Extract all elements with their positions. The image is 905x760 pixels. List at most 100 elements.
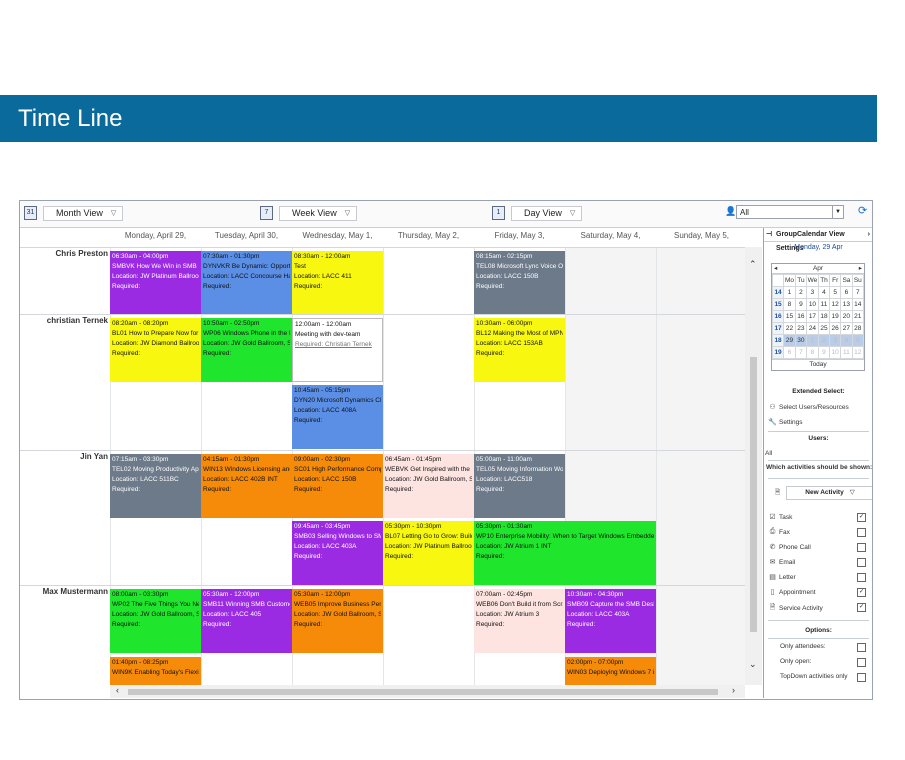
day-cell[interactable]: 5: [829, 286, 842, 299]
event-block[interactable]: 07:00am - 02:45pm WEB06 Don't Build it fr…: [474, 589, 565, 653]
today-button[interactable]: Today: [772, 359, 864, 370]
scroll-down-icon[interactable]: ⌄: [749, 659, 757, 669]
day-cell[interactable]: 11: [840, 346, 853, 359]
week-number[interactable]: 17: [771, 322, 785, 335]
checkbox-phone-call[interactable]: [857, 543, 866, 552]
checkbox-service-activity[interactable]: ✓: [857, 603, 866, 612]
week-number[interactable]: 15: [771, 298, 785, 311]
day-cell-selected[interactable]: 30: [794, 334, 807, 347]
checkbox-fax[interactable]: [857, 528, 866, 537]
day-column-weekend[interactable]: [656, 247, 746, 685]
day-cell-selected[interactable]: 1: [805, 334, 819, 347]
day-cell[interactable]: 21: [851, 310, 865, 323]
checkbox-task[interactable]: ✓: [857, 513, 866, 522]
event-block[interactable]: 05:30am - 12:00pm WEB05 Improve Business …: [292, 589, 383, 653]
day-cell[interactable]: 12: [829, 298, 842, 311]
activity-row-letter[interactable]: ▤ Letter: [768, 573, 795, 582]
event-block[interactable]: 10:30am - 04:30pm SMB09 Capture the SMB D…: [565, 589, 656, 653]
day-cell[interactable]: 6: [783, 346, 796, 359]
day-cell-selected[interactable]: 4: [840, 334, 853, 347]
day-cell[interactable]: 25: [817, 322, 831, 335]
day-cell[interactable]: 19: [829, 310, 842, 323]
select-users-link[interactable]: ⚇ Select Users/Resources: [768, 403, 848, 412]
event-block[interactable]: 10:45am - 05:15pm DYN20 Microsoft Dynamic…: [292, 385, 383, 449]
activity-row-service-activity[interactable]: 🗎 Service Activity: [768, 603, 823, 614]
day-cell[interactable]: 20: [840, 310, 853, 323]
chevron-right-icon[interactable]: ›: [867, 231, 870, 238]
week-number[interactable]: 19: [771, 346, 785, 359]
new-activity-button[interactable]: 🗎 New Activity ▽: [775, 486, 872, 500]
event-block[interactable]: 12:00am - 12:00am Meeting with dev-team Re…: [292, 318, 383, 382]
day-cell[interactable]: 4: [817, 286, 831, 299]
activity-row-phone-call[interactable]: ✆ Phone Call: [768, 543, 811, 552]
scroll-right-icon[interactable]: ›: [732, 685, 735, 695]
prev-month-icon[interactable]: ◂: [774, 265, 778, 272]
event-block[interactable]: 08:00am - 03:30pm WP02 The Five Things Yo…: [110, 589, 201, 653]
event-block[interactable]: 05:30pm - 10:30pm BL07 Letting Go to Grow…: [383, 521, 474, 585]
checkbox-topdown-only[interactable]: [857, 673, 866, 682]
event-block[interactable]: 04:15am - 01:30pm WIN13 Windows Licensing…: [201, 454, 292, 518]
dropdown-arrow-icon[interactable]: ▼: [832, 206, 843, 218]
day-cell[interactable]: 23: [794, 322, 807, 335]
pin-icon[interactable]: ⊣: [766, 231, 773, 238]
checkbox-email[interactable]: [857, 558, 866, 567]
activity-row-fax[interactable]: ⎙ Fax: [768, 528, 790, 536]
day-cell[interactable]: 8: [805, 346, 819, 359]
day-cell[interactable]: 10: [805, 298, 819, 311]
checkbox-letter[interactable]: [857, 573, 866, 582]
horizontal-scrollbar[interactable]: ‹ ›: [110, 685, 745, 698]
event-block[interactable]: 06:30am - 04:00pm SMBVK How We Win in SMB…: [110, 251, 201, 314]
day-cell[interactable]: 28: [851, 322, 865, 335]
refresh-icon[interactable]: ⟳: [858, 205, 868, 217]
event-block[interactable]: 09:45am - 03:45pm SMB03 Selling Windows t…: [292, 521, 383, 585]
checkbox-only-open[interactable]: [857, 658, 866, 667]
event-block[interactable]: 05:00am - 11:00am TEL05 Moving Informatio…: [474, 454, 565, 518]
day-cell[interactable]: 7: [851, 286, 865, 299]
day-cell[interactable]: 3: [805, 286, 819, 299]
event-block[interactable]: 08:20am - 08:20pm BL01 How to Prepare Now…: [110, 318, 201, 382]
day-cell[interactable]: 11: [817, 298, 831, 311]
day-cell[interactable]: 9: [794, 298, 807, 311]
day-cell[interactable]: 13: [840, 298, 853, 311]
day-cell[interactable]: 8: [783, 298, 796, 311]
week-number[interactable]: 16: [771, 310, 785, 323]
day-cell[interactable]: 26: [829, 322, 842, 335]
activity-row-task[interactable]: ☑ Task: [768, 513, 792, 522]
week-view-button[interactable]: 7 Week View ▽: [260, 205, 358, 221]
event-block[interactable]: 09:00am - 02:30pm SC01 High Performance C…: [292, 454, 383, 518]
day-cell[interactable]: 12: [851, 346, 865, 359]
scroll-up-icon[interactable]: ⌃: [749, 259, 757, 269]
event-block[interactable]: 08:30am - 12:00am Test Location: LACC 411 R…: [292, 251, 383, 314]
day-view-button[interactable]: 1 Day View ▽: [492, 205, 583, 221]
event-block[interactable]: 10:30am - 06:00pm BL12 Making the Most of…: [474, 318, 565, 382]
event-block[interactable]: 01:40pm - 08:25pm WIN9K Enabling Today's …: [110, 657, 201, 685]
week-number[interactable]: 14: [771, 286, 785, 299]
day-cell[interactable]: 16: [794, 310, 807, 323]
month-view-button[interactable]: 31 Month View ▽: [24, 205, 124, 221]
day-cell[interactable]: 24: [805, 322, 819, 335]
day-cell-selected[interactable]: 5: [851, 334, 865, 347]
day-cell-selected[interactable]: 29: [783, 334, 796, 347]
user-filter-select[interactable]: All ▼: [736, 205, 844, 219]
day-cell[interactable]: 6: [840, 286, 853, 299]
day-cell[interactable]: 2: [794, 286, 807, 299]
scroll-left-icon[interactable]: ‹: [116, 685, 119, 695]
event-block[interactable]: 07:15am - 03:30pm TEL02 Moving Productivi…: [110, 454, 201, 518]
day-cell[interactable]: 14: [851, 298, 865, 311]
event-required-link[interactable]: Required: Christian Ternek: [295, 341, 372, 348]
event-block[interactable]: 10:50am - 02:50pm WP06 Windows Phone in t…: [201, 318, 292, 382]
event-block[interactable]: 06:45am - 01:45pm WEBVK Get Inspired with…: [383, 454, 474, 518]
settings-link[interactable]: 🔧 Settings: [768, 418, 802, 427]
day-cell[interactable]: 15: [783, 310, 796, 323]
event-block[interactable]: 08:15am - 02:15pm TEL08 Microsoft Lync Vo…: [474, 251, 565, 314]
day-cell-selected[interactable]: 3: [829, 334, 842, 347]
day-cell[interactable]: 9: [817, 346, 831, 359]
day-cell[interactable]: 22: [783, 322, 796, 335]
day-cell[interactable]: 17: [805, 310, 819, 323]
checkbox-appointment[interactable]: ✓: [857, 588, 866, 597]
event-block[interactable]: 05:30am - 12:00pm SMB11 Winning SMB Custo…: [201, 589, 292, 653]
activity-row-appointment[interactable]: ▯ Appointment: [768, 588, 816, 597]
vertical-scrollbar[interactable]: ⌃ ⌄: [745, 247, 762, 685]
event-block[interactable]: 05:30pm - 01:30am WP10 Enterprise Mobilit…: [474, 521, 656, 585]
event-block[interactable]: 02:00pm - 07:00pm WIN03 Deploying Windows…: [565, 657, 656, 685]
